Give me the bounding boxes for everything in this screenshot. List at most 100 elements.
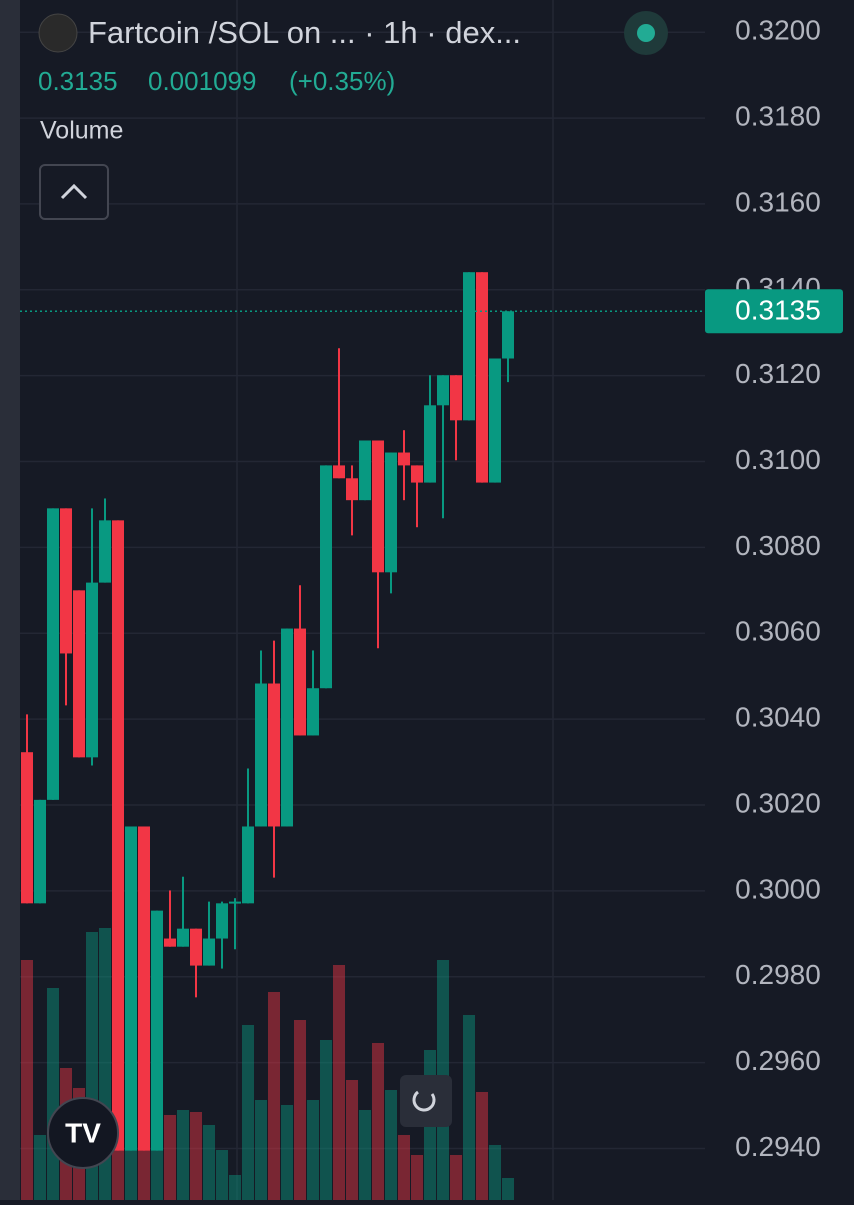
candle-body [242, 826, 254, 904]
candle-layer [21, 272, 514, 1151]
candle-body [34, 799, 46, 904]
candle-body [359, 440, 371, 501]
y-tick-label: 0.3020 [735, 787, 821, 818]
price-change-percent: (+0.35%) [289, 66, 395, 96]
volume-bar [47, 988, 59, 1200]
candle-body [125, 826, 137, 1151]
y-tick-label: 0.2940 [735, 1131, 821, 1162]
candle-body [60, 508, 72, 654]
price-tag-layer: 0.3135 [20, 289, 843, 334]
volume-bar [203, 1125, 215, 1200]
status-dot [637, 24, 655, 42]
candle-body [216, 903, 228, 939]
candle-body [489, 358, 501, 483]
volume-bar [450, 1155, 462, 1200]
candle-body [346, 478, 358, 501]
coin-logo [38, 13, 78, 53]
candle-body [203, 938, 215, 966]
reset-button[interactable] [400, 1075, 452, 1127]
volume-bar [385, 1090, 397, 1200]
last-price-tag-label: 0.3135 [735, 295, 821, 326]
candle-body [437, 375, 449, 406]
collapse-button[interactable] [39, 164, 109, 220]
candle-body [450, 375, 462, 421]
volume-bar [190, 1112, 202, 1200]
chart-title: Fartcoin /SOL on ... · 1h · dex... [88, 15, 521, 50]
candle-body [86, 582, 98, 758]
candle-body [177, 928, 189, 947]
volume-bar [372, 1043, 384, 1200]
tv-logo-text: TV [65, 1117, 101, 1148]
candle-body [21, 752, 33, 904]
volume-bar [502, 1178, 514, 1200]
volume-bar [346, 1080, 358, 1200]
candle-body [73, 590, 85, 758]
candle-body [255, 683, 267, 827]
y-tick-label: 0.3100 [735, 444, 821, 475]
volume-bar [320, 1040, 332, 1200]
candle-body [47, 508, 59, 800]
y-tick-label: 0.3120 [735, 358, 821, 389]
candle-body [164, 938, 176, 947]
candle-body [372, 440, 384, 573]
y-tick-label: 0.3000 [735, 873, 821, 904]
volume-bar [294, 1020, 306, 1200]
volume-legend: Volume [40, 117, 123, 145]
y-tick-label: 0.3180 [735, 100, 821, 131]
y-tick-label: 0.2960 [735, 1045, 821, 1076]
volume-bar [411, 1155, 423, 1200]
volume-bar [476, 1092, 488, 1200]
volume-bar [34, 1135, 46, 1200]
volume-bar [489, 1145, 501, 1200]
volume-bar [242, 1025, 254, 1200]
volume-bar [333, 965, 345, 1200]
candle-body [138, 826, 150, 1151]
candle-body [333, 465, 345, 479]
y-tick-label: 0.3040 [735, 702, 821, 733]
candle-body [190, 928, 202, 966]
volume-bar [216, 1150, 228, 1200]
candle-body [112, 520, 124, 1151]
y-tick-label: 0.3160 [735, 186, 821, 217]
volume-bar [255, 1100, 267, 1200]
candle-body [281, 628, 293, 827]
volume-bar [281, 1105, 293, 1200]
y-tick-label: 0.3200 [735, 15, 821, 46]
y-tick-label: 0.3060 [735, 616, 821, 647]
candle-body [385, 452, 397, 573]
volume-bar [463, 1015, 475, 1200]
volume-bar [268, 992, 280, 1200]
volume-bar [398, 1135, 410, 1200]
grid [20, 31, 705, 1150]
tv-logo[interactable] [47, 1097, 119, 1169]
volume-bar [164, 1115, 176, 1200]
volume-bar [177, 1110, 189, 1200]
volume-bar [151, 1140, 163, 1200]
price-axis: 0.32000.31800.31600.31400.31200.31000.30… [735, 15, 821, 1162]
candle-body [99, 520, 111, 583]
reset-icon [412, 1090, 436, 1112]
volume-bar [307, 1100, 319, 1200]
last-price: 0.3135 [38, 66, 118, 96]
candle-body [268, 683, 280, 827]
candle-body [320, 465, 332, 689]
candle-body [229, 901, 241, 904]
candle-body [463, 272, 475, 421]
y-tick-label: 0.2980 [735, 959, 821, 990]
candle-body [151, 910, 163, 1151]
last-price-tag [705, 289, 843, 334]
volume-bar [229, 1175, 241, 1200]
volume-bar [359, 1110, 371, 1200]
candle-body [411, 465, 423, 483]
left-edge [0, 0, 20, 1200]
candle-body [294, 628, 306, 736]
candle-body [307, 688, 319, 736]
candle-body [424, 405, 436, 483]
collapse-icon [60, 183, 88, 200]
volume-bar [138, 1150, 150, 1200]
y-tick-label: 0.3080 [735, 530, 821, 561]
volume-bar [21, 960, 33, 1200]
candle-body [476, 272, 488, 483]
price-change: 0.001099 [148, 66, 256, 96]
